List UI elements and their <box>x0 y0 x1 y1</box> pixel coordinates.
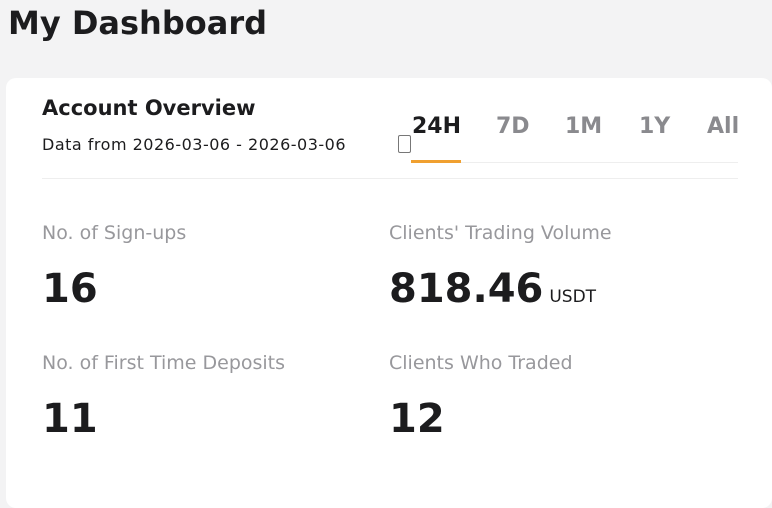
date-range: Data from 2026-03-06 - 2026-03-06 <box>42 135 347 154</box>
tab[interactable]: 1Y <box>639 114 671 139</box>
active-tab-indicator <box>411 160 461 163</box>
tab[interactable]: 1M <box>565 114 603 139</box>
tab-divider <box>411 162 738 163</box>
tab[interactable]: All <box>707 114 740 139</box>
metric-value: 818.46 USDT <box>389 266 596 312</box>
tab[interactable]: 7D <box>496 114 530 139</box>
metric-number: 818.46 <box>389 266 544 312</box>
metric-value: 12 <box>389 396 445 442</box>
divider <box>42 178 738 179</box>
tab[interactable]: 24H <box>412 114 462 139</box>
metric-value: 16 <box>42 266 98 312</box>
metric-label: Clients Who Traded <box>389 352 573 374</box>
metric-unit: USDT <box>549 287 597 307</box>
page-title: My Dashboard <box>8 4 267 42</box>
calendar-icon[interactable] <box>398 135 411 153</box>
metric-label: No. of First Time Deposits <box>42 352 286 374</box>
metric-value: 11 <box>42 396 98 442</box>
metric-label: No. of Sign-ups <box>42 222 187 244</box>
metric-label: Clients' Trading Volume <box>389 222 612 244</box>
overview-card: Account Overview Data from 2026-03-06 - … <box>6 78 772 508</box>
card-title: Account Overview <box>42 96 256 120</box>
